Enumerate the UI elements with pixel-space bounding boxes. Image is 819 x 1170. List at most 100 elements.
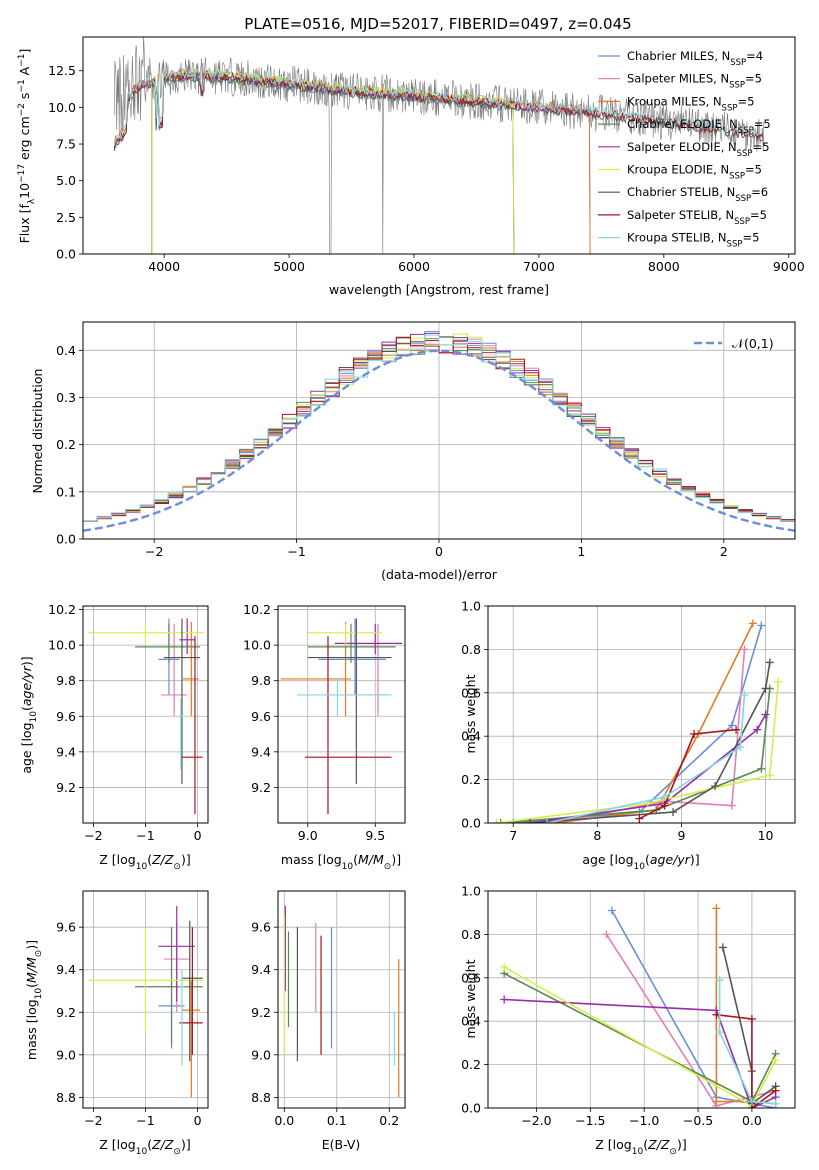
y-tick-label: 9.6 (56, 709, 76, 724)
weight-line (639, 728, 737, 820)
y-tick-label: 0.1 (56, 484, 76, 499)
data-marker (715, 1028, 724, 1037)
x-tick-label: 2 (720, 544, 728, 559)
weight-line (715, 908, 776, 1105)
legend-entry: Kroupa ELODIE, NSSP=5 (627, 163, 762, 182)
x-axis-label: Z [log10(Z/Z⊙)] (99, 1137, 190, 1157)
data-marker (492, 819, 501, 823)
plot-area-residuals (83, 322, 795, 539)
data-marker (711, 782, 720, 791)
x-tick-label: −1 (136, 1113, 154, 1128)
y-tick-label: 0.3 (56, 390, 76, 405)
y-tick-label: 0.4 (56, 343, 76, 358)
legend-entry: Kroupa MILES, NSSP=5 (627, 94, 754, 113)
legend-entry: 𝒩(0,1) (732, 336, 774, 351)
x-tick-label: −1 (136, 828, 154, 843)
figure-title: PLATE=0516, MJD=52017, FIBERID=0497, z=0… (244, 15, 631, 33)
x-tick-label: 0 (194, 1113, 202, 1128)
model-spectrum-line (113, 69, 764, 149)
y-tick-label: 0.6 (461, 685, 481, 700)
legend-entry: Chabrier MILES, NSSP=4 (627, 49, 763, 68)
x-tick-label: −2 (145, 544, 163, 559)
plot-area-mass-weight-vs-Z (488, 891, 795, 1108)
data-marker (500, 962, 509, 971)
x-axis-label: (data-model)/error (381, 567, 498, 582)
plot-area-mass-vs-Z (83, 891, 208, 1108)
y-tick-label: 9.2 (251, 780, 271, 795)
x-tick-label: 1 (577, 544, 585, 559)
axes-mass-vs-ebv: 0.0 0.1 0.2 8.8 9.0 9.2 9.4 9.6 E(B-V) (251, 890, 406, 1152)
y-axis-label: mass weight (463, 959, 478, 1038)
data-marker (712, 1097, 721, 1106)
axes-frame (277, 890, 406, 1109)
normal-curve (83, 349, 795, 532)
data-marker (765, 771, 774, 780)
axes-frame (487, 605, 796, 824)
data-marker (715, 975, 724, 984)
x-axis-label: Z [log10(Z/Z⊙)] (595, 1137, 686, 1157)
weight-line (503, 972, 777, 1103)
y-tick-label: 9.6 (251, 920, 271, 935)
y-tick-label: 10.0 (48, 638, 76, 653)
axes-frame (487, 890, 796, 1109)
y-tick-label: 10.0 (48, 100, 76, 115)
x-tick-label: 6000 (398, 259, 430, 274)
histogram-series (83, 334, 795, 522)
y-tick-label: 9.4 (56, 962, 76, 977)
data-marker (774, 677, 783, 686)
legend-entry: Chabrier STELIB, NSSP=6 (627, 185, 768, 204)
x-axis-label: E(B-V) (322, 1137, 361, 1152)
y-tick-label: 7.5 (56, 137, 76, 152)
x-tick-label: 7000 (523, 259, 555, 274)
legend-entry: Salpeter MILES, NSSP=5 (627, 72, 762, 91)
y-tick-label: 0.2 (56, 437, 76, 452)
x-tick-label: 0.0 (274, 1113, 294, 1128)
axes-age-vs-mass: 9.0 9.5 9.2 9.4 9.6 9.8 10.0 10.2 mass [log10(M/… (243, 602, 406, 872)
x-axis-label: wavelength [Angstrom, rest frame] (329, 282, 549, 297)
y-tick-label: 0.2 (461, 1057, 481, 1072)
axes-frame (82, 321, 796, 540)
axes-frame (82, 36, 796, 255)
y-tick-label: 9.4 (56, 744, 76, 759)
axes-frame (82, 605, 209, 824)
y-tick-label: 12.5 (48, 63, 76, 78)
data-marker (526, 819, 535, 823)
model-spectrum-line (113, 68, 591, 254)
y-tick-label: 9.8 (251, 673, 271, 688)
data-marker (761, 684, 770, 693)
data-marker (712, 904, 721, 913)
weight-line (716, 1013, 777, 1108)
legend-entry: Kroupa STELIB, NSSP=5 (627, 231, 759, 250)
x-tick-label: 5000 (273, 259, 305, 274)
plot-area-age-vs-mass (278, 606, 405, 823)
y-tick-label: 9.4 (251, 744, 271, 759)
data-marker (753, 725, 762, 734)
y-tick-label: 9.6 (56, 920, 76, 935)
x-tick-label: −1.0 (629, 1113, 659, 1128)
data-marker (757, 764, 766, 773)
y-tick-label: 9.4 (251, 962, 271, 977)
data-marker (747, 1097, 756, 1106)
x-tick-label: 4000 (148, 259, 180, 274)
y-tick-label: 8.8 (56, 1090, 76, 1105)
plot-area-mass-weight-vs-age (488, 606, 795, 823)
data-marker (771, 1086, 780, 1095)
x-tick-label: 10 (758, 828, 774, 843)
y-tick-label: 9.0 (251, 1047, 271, 1062)
model-spectrum-line (113, 68, 764, 147)
y-axis-label: mass weight (463, 674, 478, 753)
y-tick-label: 0.6 (461, 970, 481, 985)
data-marker (771, 1056, 780, 1065)
weight-line (513, 625, 763, 823)
y-tick-label: 1.0 (461, 884, 481, 899)
axes-spectrum: 4000 5000 6000 7000 8000 9000 0.0 2.5 5.0 7.5 10.0… (17, 36, 805, 297)
weight-line (546, 694, 746, 823)
y-tick-label: 9.8 (56, 673, 76, 688)
model-spectrum-line (113, 72, 591, 254)
x-tick-label: −2 (84, 828, 102, 843)
y-tick-label: 1.0 (461, 599, 481, 614)
y-tick-label: 10.0 (243, 638, 271, 653)
plot-area-age-vs-Z (83, 606, 208, 823)
x-axis-label: mass [log10(M/M⊙)] (281, 852, 401, 872)
x-tick-label: 9.0 (298, 828, 318, 843)
